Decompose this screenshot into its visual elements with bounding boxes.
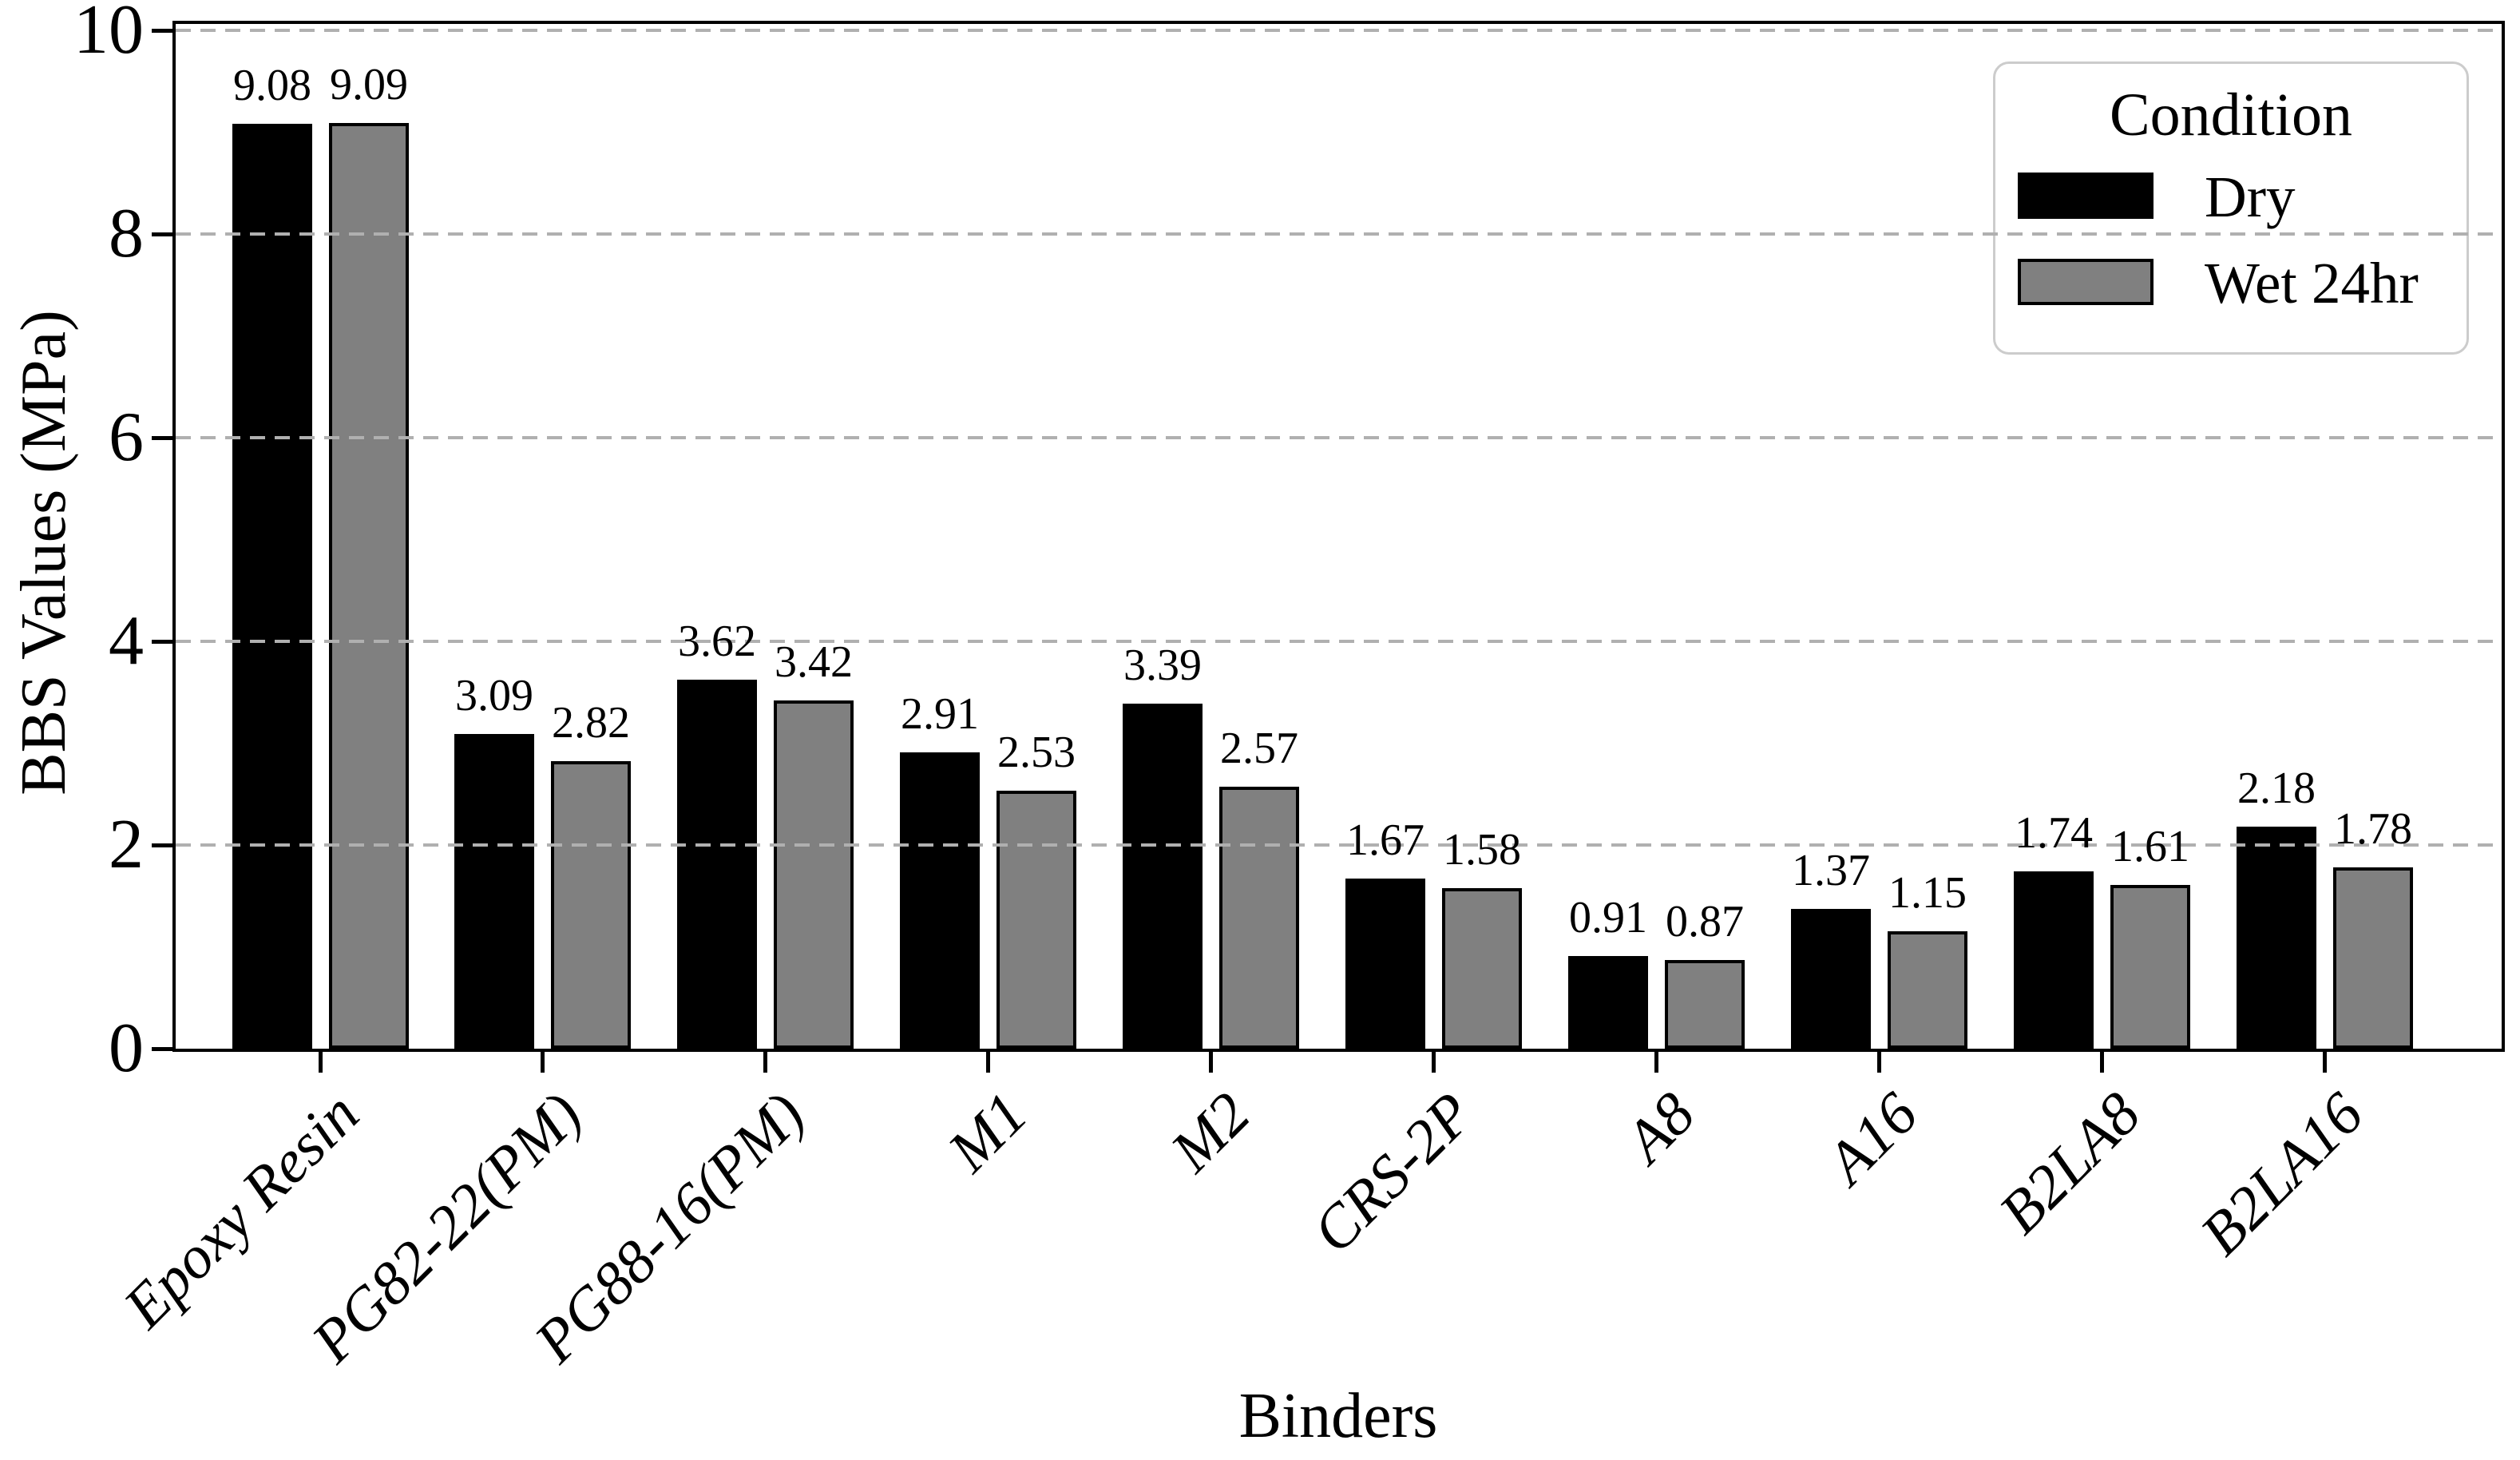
value-label-wet-0: 9.09 xyxy=(330,60,408,109)
bar-dry-9 xyxy=(2237,827,2316,1049)
value-label-wet-6: 0.87 xyxy=(1666,897,1744,946)
legend-swatch-dry-icon xyxy=(2018,173,2153,219)
value-label-wet-7: 1.15 xyxy=(1888,868,1967,918)
x-tick-6 xyxy=(1654,1052,1658,1073)
bar-wet-4 xyxy=(1219,787,1299,1049)
value-label-dry-8: 1.74 xyxy=(2015,808,2093,858)
value-label-wet-9: 1.78 xyxy=(2334,804,2412,854)
bar-dry-0 xyxy=(232,124,312,1049)
gridline-y-6 xyxy=(176,436,2502,439)
value-label-dry-0: 9.08 xyxy=(233,61,311,110)
bar-dry-5 xyxy=(1345,879,1425,1049)
x-tick-0 xyxy=(319,1052,323,1073)
value-label-wet-4: 2.57 xyxy=(1220,724,1298,773)
y-tick-0 xyxy=(152,1047,172,1051)
y-tick-label-6: 6 xyxy=(109,399,144,476)
bar-wet-6 xyxy=(1665,960,1745,1049)
value-label-dry-9: 2.18 xyxy=(2237,764,2316,813)
plot-area: 9.08 9.09 3.09 2.82 3.62 3.42 2.91 2.53 3.39 2.57… xyxy=(172,21,2505,1052)
gridline-y-10 xyxy=(176,29,2502,32)
legend: Condition Dry Wet 24hr xyxy=(1993,61,2469,355)
x-tick-8 xyxy=(2100,1052,2104,1073)
bar-dry-3 xyxy=(900,752,980,1049)
value-label-dry-5: 1.67 xyxy=(1346,815,1424,865)
bar-wet-9 xyxy=(2333,867,2413,1049)
gridline-y-8 xyxy=(176,232,2502,236)
value-label-dry-6: 0.91 xyxy=(1569,893,1647,942)
bar-dry-8 xyxy=(2014,871,2094,1049)
y-tick-label-8: 8 xyxy=(109,195,144,272)
value-label-dry-4: 3.39 xyxy=(1123,641,1202,690)
value-label-wet-1: 2.82 xyxy=(552,698,630,748)
y-tick-4 xyxy=(152,640,172,644)
y-tick-label-10: 10 xyxy=(73,0,144,69)
gridline-y-2 xyxy=(176,843,2502,847)
y-tick-label-0: 0 xyxy=(109,1010,144,1087)
y-tick-8 xyxy=(152,232,172,236)
y-tick-2 xyxy=(152,843,172,847)
bar-wet-3 xyxy=(997,791,1076,1049)
x-tick-9 xyxy=(2323,1052,2327,1073)
y-axis-label: BBS Values (MPa) xyxy=(9,310,79,795)
bar-dry-6 xyxy=(1568,956,1648,1049)
bar-wet-7 xyxy=(1888,931,1967,1049)
bar-dry-4 xyxy=(1123,704,1203,1049)
bar-wet-0 xyxy=(329,123,409,1049)
bar-wet-5 xyxy=(1442,888,1522,1049)
value-label-dry-3: 2.91 xyxy=(901,689,979,739)
y-tick-6 xyxy=(152,436,172,440)
legend-swatch-wet-icon xyxy=(2018,259,2153,305)
bar-dry-2 xyxy=(677,680,757,1049)
x-tick-3 xyxy=(986,1052,990,1073)
gridline-y-4 xyxy=(176,640,2502,643)
value-label-wet-2: 3.42 xyxy=(775,637,853,687)
value-label-wet-8: 1.61 xyxy=(2111,822,2189,871)
y-tick-label-2: 2 xyxy=(109,806,144,883)
x-axis-label: Binders xyxy=(1238,1381,1438,1451)
x-tick-2 xyxy=(763,1052,767,1073)
value-label-wet-5: 1.58 xyxy=(1443,825,1521,875)
value-label-dry-7: 1.37 xyxy=(1792,846,1870,895)
x-tick-1 xyxy=(541,1052,545,1073)
legend-label-dry: Dry xyxy=(2205,165,2296,229)
x-tick-5 xyxy=(1432,1052,1436,1073)
bar-wet-2 xyxy=(774,700,854,1049)
y-tick-label-4: 4 xyxy=(109,602,144,680)
bar-wet-8 xyxy=(2110,885,2190,1049)
value-label-dry-2: 3.62 xyxy=(678,617,756,666)
y-tick-10 xyxy=(152,29,172,33)
legend-title: Condition xyxy=(2109,81,2353,149)
legend-label-wet: Wet 24hr xyxy=(2205,251,2419,315)
x-tick-4 xyxy=(1209,1052,1213,1073)
value-label-wet-3: 2.53 xyxy=(997,728,1076,777)
bar-wet-1 xyxy=(551,761,631,1049)
bar-dry-1 xyxy=(454,734,534,1049)
value-label-dry-1: 3.09 xyxy=(455,671,533,720)
x-tick-7 xyxy=(1877,1052,1881,1073)
bar-dry-7 xyxy=(1791,909,1871,1049)
